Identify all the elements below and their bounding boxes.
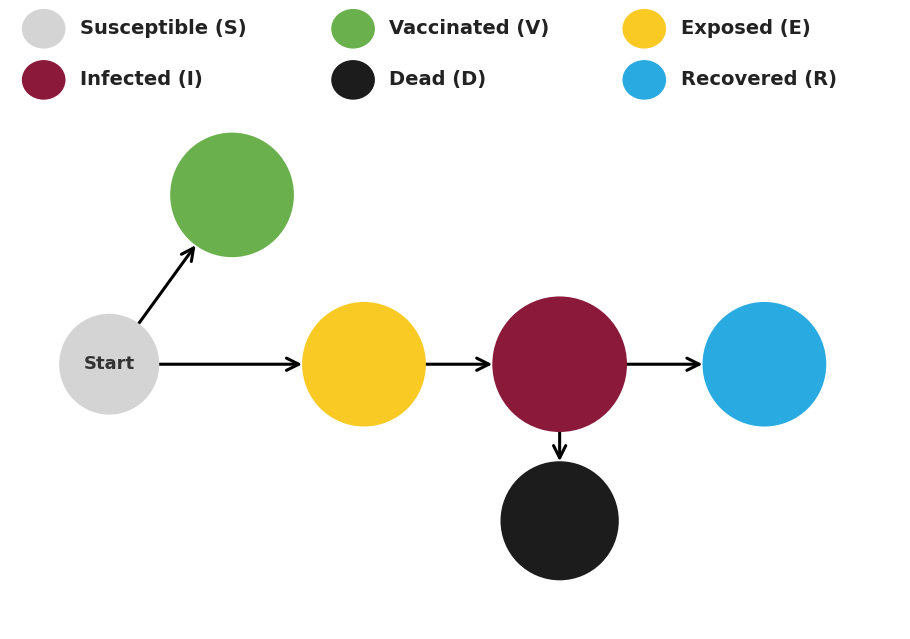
Text: Exposed (E): Exposed (E) [681, 19, 811, 38]
Ellipse shape [492, 296, 627, 432]
Text: Recovered (R): Recovered (R) [681, 70, 836, 89]
Ellipse shape [22, 9, 66, 49]
Ellipse shape [622, 9, 666, 49]
Ellipse shape [703, 302, 826, 426]
Ellipse shape [170, 133, 294, 257]
Ellipse shape [302, 302, 426, 426]
Ellipse shape [331, 60, 375, 100]
Text: Susceptible (S): Susceptible (S) [80, 19, 247, 38]
Ellipse shape [622, 60, 666, 100]
Ellipse shape [331, 9, 375, 49]
Ellipse shape [501, 461, 619, 580]
Text: Vaccinated (V): Vaccinated (V) [389, 19, 550, 38]
Ellipse shape [59, 314, 159, 415]
Text: Infected (I): Infected (I) [80, 70, 203, 89]
Ellipse shape [22, 60, 66, 100]
Text: Dead (D): Dead (D) [389, 70, 487, 89]
Text: Start: Start [84, 355, 135, 373]
